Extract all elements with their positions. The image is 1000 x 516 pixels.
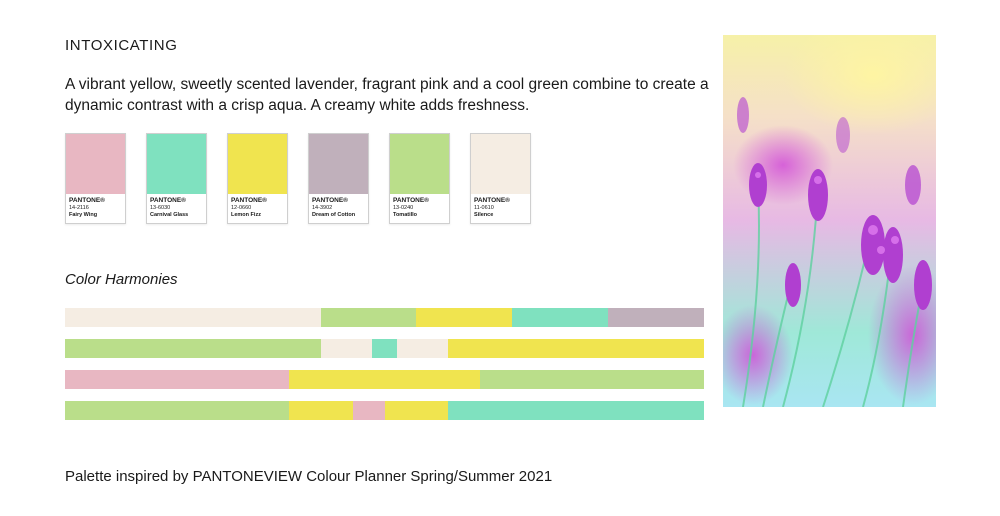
swatch-color xyxy=(66,134,125,194)
lavender-flowers-photo xyxy=(723,35,936,407)
swatch-brand: PANTONE® xyxy=(69,197,105,204)
swatch-chip: PANTONE® 14-2116 Fairy Wing xyxy=(65,133,126,224)
harmony-segment xyxy=(384,401,449,420)
swatch-info: PANTONE® 14-2116 Fairy Wing xyxy=(66,194,125,220)
swatch-name: Carnival Glass xyxy=(150,212,189,218)
harmony-segment xyxy=(448,401,705,420)
swatch-chip: PANTONE® 13-0240 Tomatillo xyxy=(389,133,450,224)
swatch-info: PANTONE® 11-0610 Silence xyxy=(471,194,530,220)
harmony-segment xyxy=(397,339,449,358)
swatch-code: 13-6030 xyxy=(150,204,171,211)
harmony-segment xyxy=(352,401,385,420)
harmony-bar xyxy=(65,370,705,389)
swatch-info: PANTONE® 12-0660 Lemon Fizz xyxy=(228,194,287,220)
harmony-segment xyxy=(448,339,704,358)
harmony-bars xyxy=(65,308,705,432)
harmony-segment xyxy=(480,370,705,389)
swatch-code: 14-3902 xyxy=(312,204,333,211)
swatch-brand: PANTONE® xyxy=(312,197,348,204)
harmony-segment xyxy=(320,339,372,358)
swatch-info: PANTONE® 13-0240 Tomatillo xyxy=(390,194,449,220)
swatch-code: 12-0660 xyxy=(231,204,252,211)
swatch-row: PANTONE® 14-2116 Fairy Wing PANTONE® 13-6030… xyxy=(65,133,531,224)
swatch-code: 14-2116 xyxy=(69,204,89,211)
swatch-name: Tomatillo xyxy=(393,212,418,218)
harmony-segment xyxy=(65,339,321,358)
swatch-code: 13-0240 xyxy=(393,204,414,211)
harmony-segment xyxy=(65,401,289,420)
swatch-color xyxy=(309,134,368,194)
swatch-code: 11-0610 xyxy=(474,204,494,211)
harmony-segment xyxy=(288,370,481,389)
harmony-bar xyxy=(65,401,705,420)
harmony-segment xyxy=(371,339,398,358)
swatch-color xyxy=(390,134,449,194)
harmony-segment xyxy=(288,401,353,420)
harmony-segment xyxy=(512,308,609,327)
swatch-chip: PANTONE® 13-6030 Carnival Glass xyxy=(146,133,207,224)
swatch-brand: PANTONE® xyxy=(393,197,429,204)
harmonies-title: Color Harmonies xyxy=(65,271,178,288)
swatch-name: Lemon Fizz xyxy=(231,212,261,218)
harmony-segment xyxy=(65,308,321,327)
page-title: INTOXICATING xyxy=(65,37,178,54)
swatch-brand: PANTONE® xyxy=(231,197,267,204)
harmony-bar xyxy=(65,308,704,327)
palette-description: A vibrant yellow, sweetly scented lavend… xyxy=(65,76,709,114)
swatch-color xyxy=(228,134,287,194)
harmony-segment xyxy=(65,370,289,389)
harmony-segment xyxy=(608,308,704,327)
swatch-name: Dream of Cotton xyxy=(312,212,356,218)
swatch-info: PANTONE® 14-3902 Dream of Cotton xyxy=(309,194,368,220)
harmony-segment xyxy=(320,308,417,327)
swatch-chip: PANTONE® 11-0610 Silence xyxy=(470,133,531,224)
swatch-name: Silence xyxy=(474,212,494,218)
swatch-name: Fairy Wing xyxy=(69,212,98,218)
lavender-illustration xyxy=(723,35,936,407)
swatch-color xyxy=(471,134,530,194)
swatch-color xyxy=(147,134,206,194)
footer-caption: Palette inspired by PANTONEVIEW Colour P… xyxy=(65,468,553,485)
swatch-brand: PANTONE® xyxy=(474,197,510,204)
harmony-segment xyxy=(416,308,513,327)
swatch-chip: PANTONE® 12-0660 Lemon Fizz xyxy=(227,133,288,224)
swatch-brand: PANTONE® xyxy=(150,197,186,204)
swatch-chip: PANTONE® 14-3902 Dream of Cotton xyxy=(308,133,369,224)
harmony-bar xyxy=(65,339,704,358)
swatch-info: PANTONE® 13-6030 Carnival Glass xyxy=(147,194,206,220)
